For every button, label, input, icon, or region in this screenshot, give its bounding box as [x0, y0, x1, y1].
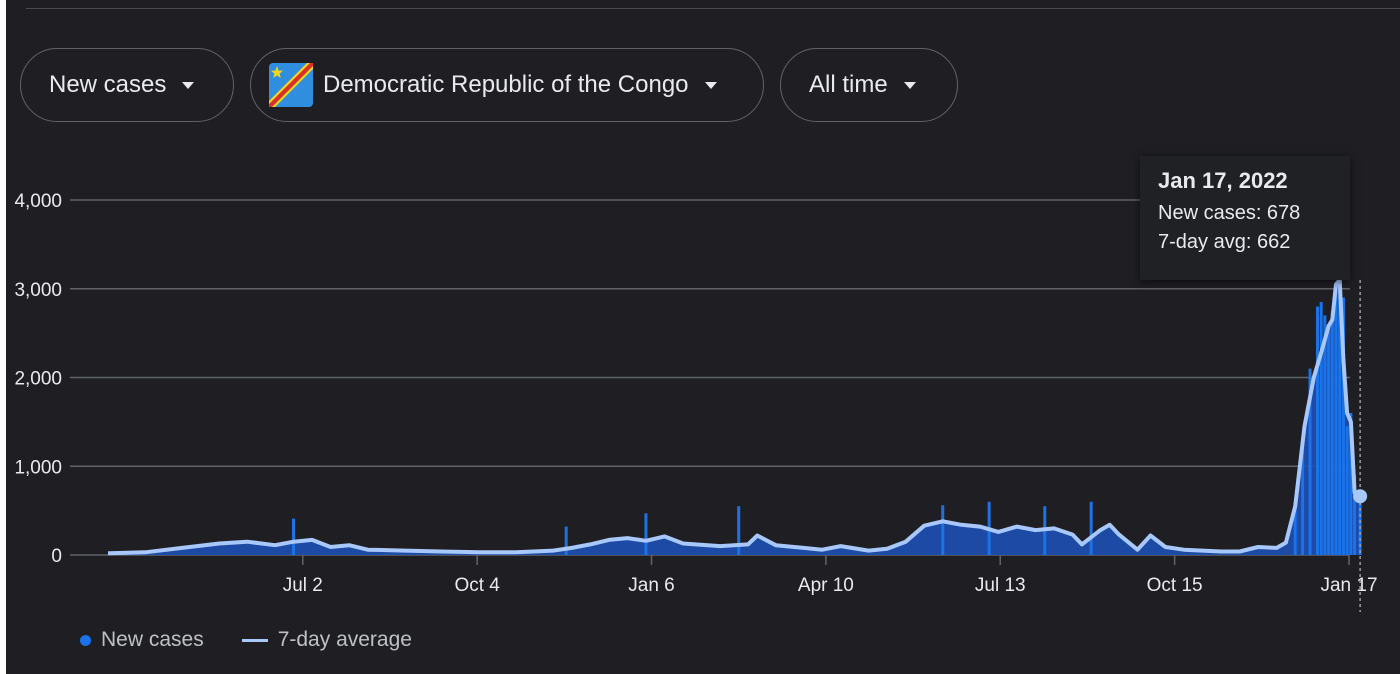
x-tick-label: Jan 17: [1320, 575, 1377, 596]
y-tick-label: 2,000: [14, 369, 62, 390]
new-cases-bar: [1334, 284, 1338, 555]
y-tick-label: 1,000: [14, 457, 62, 478]
new-cases-bar: [1345, 426, 1349, 555]
chevron-down-icon: [182, 81, 195, 89]
new-cases-bar: [1327, 324, 1331, 555]
new-cases-bar: [1349, 413, 1353, 555]
time-range-dropdown-label: All time: [809, 71, 888, 98]
new-cases-bar: [1319, 302, 1323, 555]
new-cases-bar: [1308, 368, 1312, 555]
x-tick-label: Jul 2: [283, 575, 323, 596]
x-tick-label: Jul 13: [975, 575, 1026, 596]
tooltip-average: 7-day avg: 662: [1158, 231, 1291, 253]
new-cases-legend-dot: [80, 634, 91, 646]
average-legend-line: [241, 638, 268, 642]
legend-new-cases-label: New cases: [101, 628, 204, 651]
y-tick-label: 4,000: [14, 191, 62, 212]
x-tick-label: Oct 15: [1147, 575, 1203, 596]
legend-average-label: 7-day average: [277, 628, 412, 651]
chart-card: [6, 0, 1400, 674]
new-cases-bar: [1330, 310, 1334, 555]
new-cases-bar: [1323, 315, 1327, 555]
x-tick-label: Jan 6: [628, 575, 674, 596]
average-line: [107, 277, 1362, 556]
metric-dropdown[interactable]: New cases: [20, 48, 234, 122]
new-cases-bar: [1315, 306, 1319, 555]
y-tick-label: 3,000: [14, 280, 62, 301]
metric-dropdown-label: New cases: [49, 71, 167, 98]
new-cases-bar: [644, 513, 648, 555]
x-tick-label: Oct 4: [454, 575, 500, 596]
new-cases-bar: [1089, 501, 1093, 555]
new-cases-area: [108, 279, 1361, 555]
y-tick-label: 0: [51, 546, 62, 567]
new-cases-bar: [737, 506, 741, 555]
new-cases-bar: [292, 518, 296, 555]
new-cases-bar: [941, 505, 945, 555]
hover-point: [1353, 489, 1368, 504]
new-cases-bar: [1341, 297, 1345, 555]
country-dropdown[interactable]: Democratic Republic of the Congo: [250, 48, 764, 122]
new-cases-bar: [1353, 475, 1357, 555]
tooltip-date: Jan 17, 2022: [1158, 168, 1288, 193]
new-cases-bar: [1358, 494, 1362, 555]
chart-tooltip: Jan 17, 2022 New cases: 678 7-day avg: 6…: [1140, 156, 1350, 280]
new-cases-bar: [564, 526, 568, 555]
drc-flag-icon: [269, 63, 313, 107]
chevron-down-icon: [704, 81, 717, 89]
chevron-down-icon: [903, 81, 916, 89]
chart-legend: New cases 7-day average: [80, 628, 412, 652]
x-tick-label: Apr 10: [798, 575, 854, 596]
tooltip-new-cases: New cases: 678: [1158, 202, 1301, 224]
new-cases-bar: [1301, 448, 1305, 555]
country-dropdown-label: Democratic Republic of the Congo: [323, 71, 689, 98]
new-cases-bar: [1293, 501, 1297, 555]
new-cases-bar: [1338, 279, 1342, 555]
time-range-dropdown[interactable]: All time: [780, 48, 958, 122]
top-divider: [26, 8, 1400, 9]
